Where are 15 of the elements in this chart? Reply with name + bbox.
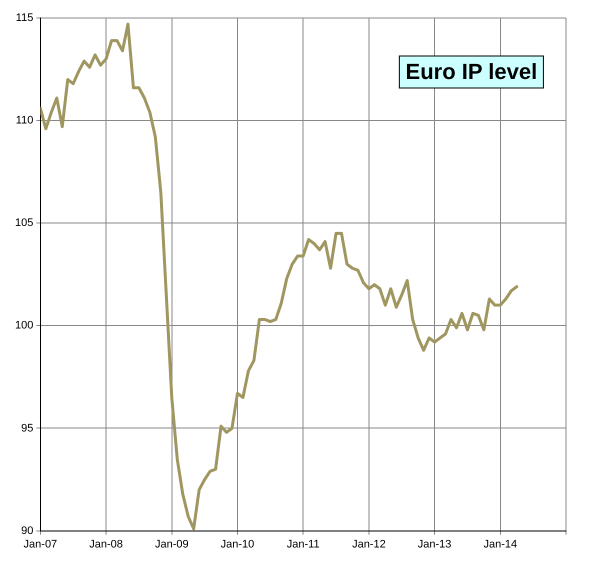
y-tick-label: 90 — [21, 524, 34, 537]
x-tick-label: Jan-10 — [220, 538, 254, 550]
x-tick-label: Jan-13 — [418, 538, 452, 550]
x-tick-label: Jan-14 — [483, 538, 518, 550]
x-tick-label: Jan-11 — [286, 538, 320, 550]
y-tick-label: 110 — [16, 114, 34, 127]
x-tick-label: Jan-12 — [352, 538, 386, 550]
y-tick-label: 105 — [14, 217, 34, 230]
y-tick-label: 100 — [14, 320, 34, 332]
x-tick-label: Jan-09 — [154, 538, 189, 550]
text: Euro IP level — [406, 59, 538, 84]
x-tick-label: Jan-07 — [24, 538, 58, 550]
y-tick-label: 115 — [16, 12, 34, 24]
x-tick-label: Jan-08 — [89, 538, 123, 550]
y-tick-label: 95 — [21, 422, 34, 434]
